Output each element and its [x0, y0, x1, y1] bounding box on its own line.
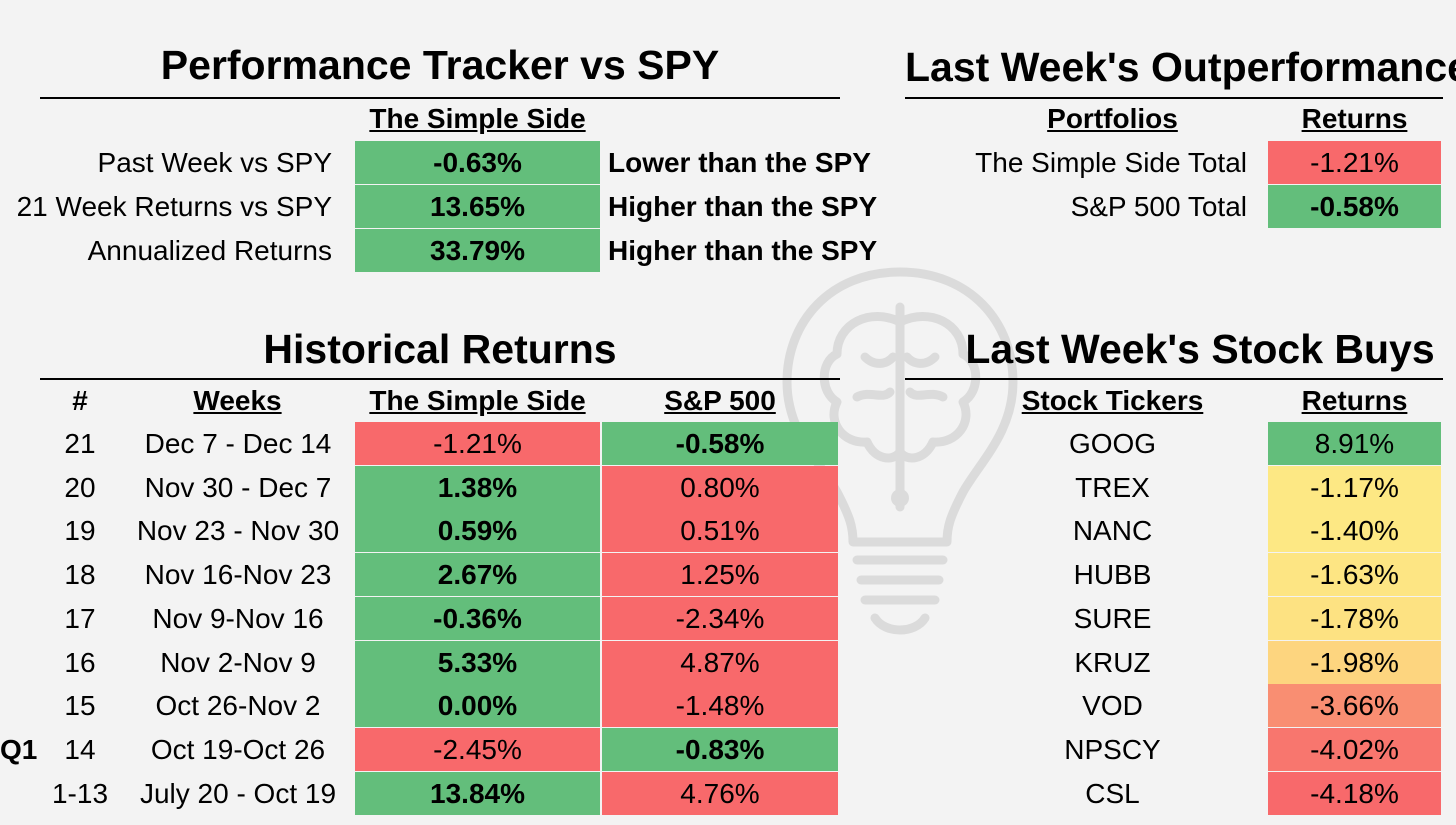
stock-ticker: NANC — [1072, 515, 1153, 547]
week-number: 1-13 — [51, 777, 109, 809]
week-range: Oct 26-Nov 2 — [155, 690, 321, 722]
stock-return: -1.63% — [1268, 553, 1441, 597]
tracker-row-value: -0.63% — [355, 141, 600, 184]
tracker-title: Performance Tracker vs SPY — [160, 42, 720, 88]
stock-return: -1.17% — [1268, 465, 1441, 509]
portfolio-name: S&P 500 Total — [1070, 191, 1247, 222]
portfolio-name: The Simple Side Total — [975, 147, 1247, 178]
lightbulb-brain-icon — [782, 267, 1018, 635]
week-number: 20 — [64, 471, 96, 503]
stock-return: -4.18% — [1268, 771, 1441, 815]
simple-side-return: -0.36% — [355, 596, 600, 640]
stock-ticker: CSL — [1085, 777, 1140, 809]
stock-ticker: HUBB — [1073, 559, 1152, 591]
tickers-header: Stock Tickers — [1021, 385, 1204, 416]
quarter-label: Q1 — [0, 734, 38, 765]
week-number: 19 — [64, 515, 96, 547]
tracker-row-label: Past Week vs SPY — [97, 147, 332, 178]
week-range: Nov 9-Nov 16 — [152, 602, 324, 634]
week-number: 17 — [64, 602, 96, 634]
sp500-return: -0.83% — [602, 727, 838, 771]
stock-ticker: TREX — [1075, 471, 1150, 503]
sp500-return: -2.34% — [602, 596, 838, 640]
week-number: 14 — [64, 733, 96, 765]
week-range: Oct 19-Oct 26 — [150, 733, 326, 765]
sp500-return: 4.76% — [602, 771, 838, 815]
stock-return: -1.40% — [1268, 509, 1441, 553]
week-range: Nov 16-Nov 23 — [144, 559, 332, 591]
tracker-rule — [40, 97, 840, 99]
tracker-row-value: 13.65% — [355, 185, 600, 228]
sp500-return: -1.48% — [602, 684, 838, 728]
week-range: Dec 7 - Dec 14 — [144, 428, 332, 459]
stock-return: -3.66% — [1268, 684, 1441, 728]
week-number: 15 — [64, 690, 96, 722]
week-range: Nov 2-Nov 9 — [160, 646, 316, 678]
stock-return: -1.78% — [1268, 596, 1441, 640]
tracker-row-note: Higher than the SPY — [608, 191, 878, 222]
historical-rule — [40, 378, 840, 380]
tracker-row-note: Higher than the SPY — [608, 235, 878, 266]
stock-return: 8.91% — [1268, 422, 1441, 465]
portfolio-return: -0.58% — [1268, 185, 1441, 228]
weeks-header: Weeks — [193, 385, 282, 416]
sp500-return: 1.25% — [602, 553, 838, 597]
buys-rule — [905, 378, 1443, 380]
num-header: # — [72, 385, 88, 416]
buys-title: Last Week's Stock Buys — [965, 326, 1435, 372]
simple-side-return: 0.59% — [355, 509, 600, 553]
simple-side-header: The Simple Side — [369, 385, 586, 416]
simple-side-return: -2.45% — [355, 727, 600, 771]
portfolio-return: -1.21% — [1268, 141, 1441, 184]
simple-side-return: 13.84% — [355, 771, 600, 815]
sp500-return: -0.58% — [602, 422, 838, 465]
stock-ticker: KRUZ — [1074, 646, 1151, 678]
simple-side-return: 5.33% — [355, 640, 600, 684]
stock-ticker: NPSCY — [1064, 733, 1161, 765]
buys-returns-header: Returns — [1301, 385, 1408, 416]
outperformance-title: Last Week's Outperformance — [905, 44, 1456, 90]
week-number: 18 — [64, 559, 96, 591]
tracker-row-label: 21 Week Returns vs SPY — [16, 191, 332, 222]
stock-return: -4.02% — [1268, 727, 1441, 771]
stock-ticker: SURE — [1073, 602, 1152, 634]
simple-side-return: 0.00% — [355, 684, 600, 728]
stock-ticker: GOOG — [1068, 428, 1157, 459]
week-number: 16 — [64, 646, 96, 678]
week-number: 21 — [64, 428, 96, 459]
portfolios-header: Portfolios — [1047, 103, 1178, 134]
outperformance-returns-header: Returns — [1301, 103, 1408, 134]
simple-side-return: -1.21% — [355, 422, 600, 465]
outperformance-rule — [905, 97, 1443, 99]
sp500-return: 0.51% — [602, 509, 838, 553]
stock-ticker: VOD — [1082, 690, 1143, 722]
historical-title: Historical Returns — [263, 326, 617, 372]
simple-side-return: 1.38% — [355, 465, 600, 509]
sp500-return: 0.80% — [602, 465, 838, 509]
sp500-header: S&P 500 — [664, 385, 776, 416]
week-range: Nov 23 - Nov 30 — [136, 515, 340, 547]
stock-return: -1.98% — [1268, 640, 1441, 684]
simple-side-return: 2.67% — [355, 553, 600, 597]
week-range: Nov 30 - Dec 7 — [144, 471, 332, 503]
sp500-return: 4.87% — [602, 640, 838, 684]
tracker-row-note: Lower than the SPY — [608, 147, 871, 178]
tracker-row-label: Annualized Returns — [87, 235, 332, 266]
tracker-row-value: 33.79% — [355, 229, 600, 272]
tracker-header: The Simple Side — [369, 103, 586, 134]
week-range: July 20 - Oct 19 — [139, 777, 337, 809]
